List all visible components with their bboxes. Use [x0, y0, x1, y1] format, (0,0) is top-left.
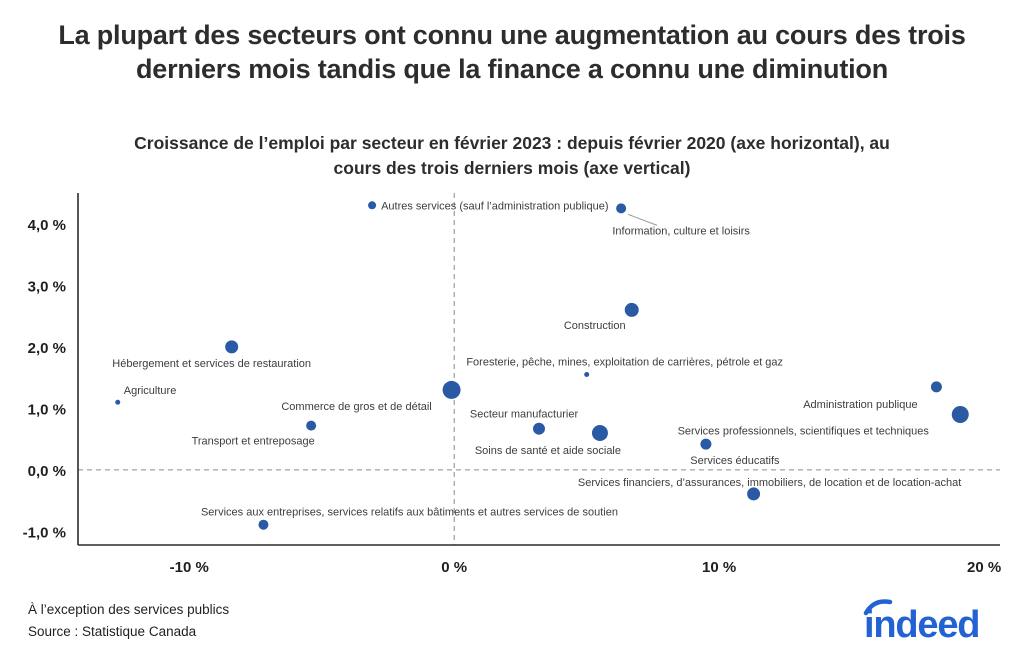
scatter-point — [591, 425, 608, 441]
point-label: Administration publique — [803, 399, 917, 411]
point-label: Foresterie, pêche, mines, exploitation d… — [466, 357, 783, 369]
point-label: Commerce de gros et de détail — [281, 401, 431, 413]
scatter-point — [930, 381, 942, 393]
scatter-point — [115, 399, 121, 405]
y-tick-label: -1,0 % — [23, 524, 66, 541]
point-label: Secteur manufacturier — [470, 409, 579, 421]
scatter-point — [616, 203, 627, 214]
indeed-logo: indeed — [860, 594, 1006, 651]
scatter-point — [624, 302, 639, 317]
point-label: Services aux entreprises, services relat… — [201, 507, 618, 519]
scatter-point — [368, 201, 377, 210]
y-tick-label: 3,0 % — [28, 278, 66, 295]
point-label: Services financiers, d’assurances, immob… — [578, 477, 961, 489]
point-label: Agriculture — [124, 385, 177, 397]
chart-source: Source : Statistique Canada — [28, 624, 197, 639]
x-tick-label: 20 % — [967, 559, 1001, 576]
scatter-point — [584, 372, 590, 378]
chart-subtitle: Croissance de l’emploi par secteur en fé… — [134, 133, 890, 178]
indeed-logo-text: indeed — [864, 604, 979, 646]
point-label: Autres services (sauf l’administration p… — [381, 200, 608, 212]
point-label: Services professionnels, scientifiques e… — [678, 426, 930, 438]
y-tick-label: 4,0 % — [28, 217, 66, 234]
indeed-logo-accent-icon — [863, 599, 893, 616]
chart-footnote: À l’exception des services publics — [28, 602, 230, 617]
scatter-point — [258, 519, 269, 530]
point-label: Hébergement et services de restauration — [112, 358, 311, 370]
point-label: Transport et entreposage — [192, 436, 315, 448]
y-tick-label: 0,0 % — [28, 463, 66, 480]
scatter-point — [533, 422, 545, 435]
chart-title: La plupart des secteurs ont connu une au… — [58, 20, 966, 84]
scatter-point — [747, 487, 761, 501]
label-leader-line — [627, 213, 658, 226]
scatter-point — [700, 438, 712, 450]
scatter-point — [306, 420, 317, 431]
point-label: Soins de santé et aide sociale — [475, 445, 621, 457]
point-label: Information, culture et loisirs — [612, 225, 750, 237]
y-tick-label: 2,0 % — [28, 340, 66, 357]
x-tick-label: -10 % — [170, 559, 209, 576]
scatter-point — [442, 380, 461, 399]
scatter-point — [225, 340, 239, 354]
point-label: Services éducatifs — [690, 455, 780, 467]
y-tick-label: 1,0 % — [28, 401, 66, 418]
x-tick-label: 0 % — [441, 559, 467, 576]
x-tick-label: 10 % — [702, 559, 736, 576]
point-label: Construction — [564, 320, 626, 332]
scatter-point — [951, 406, 969, 424]
